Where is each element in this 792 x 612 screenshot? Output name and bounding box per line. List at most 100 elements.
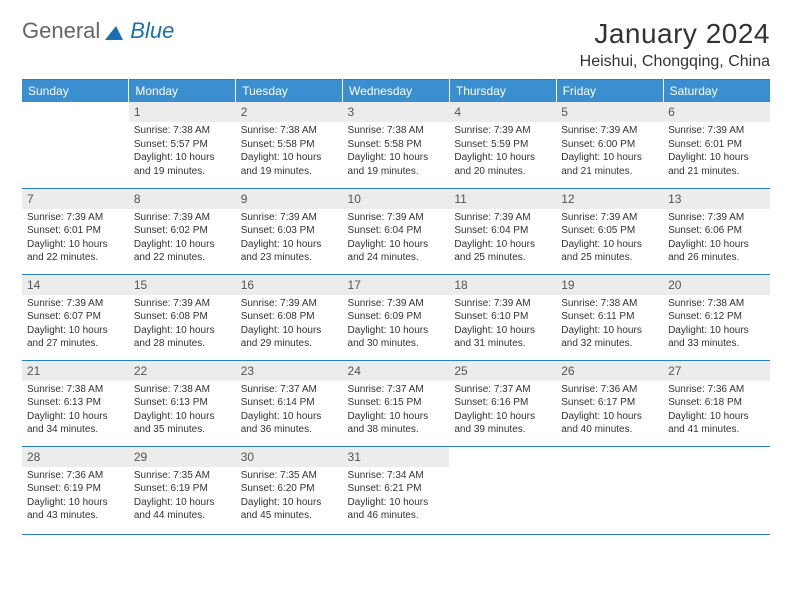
sunset-line: Sunset: 5:58 PM [348, 138, 445, 152]
sunset-line: Sunset: 6:19 PM [134, 482, 231, 496]
calendar-cell: 14Sunrise: 7:39 AMSunset: 6:07 PMDayligh… [22, 274, 129, 360]
sunset-line: Sunset: 6:18 PM [668, 396, 765, 410]
sunset-line: Sunset: 6:08 PM [134, 310, 231, 324]
daylight-line: Daylight: 10 hours and 36 minutes. [241, 410, 338, 437]
sunrise-line: Sunrise: 7:36 AM [668, 383, 765, 397]
day-info: Sunrise: 7:36 AMSunset: 6:19 PMDaylight:… [22, 467, 129, 527]
daylight-line: Daylight: 10 hours and 24 minutes. [348, 238, 445, 265]
daylight-line: Daylight: 10 hours and 38 minutes. [348, 410, 445, 437]
daylight-line: Daylight: 10 hours and 22 minutes. [134, 238, 231, 265]
calendar-cell: 12Sunrise: 7:39 AMSunset: 6:05 PMDayligh… [556, 188, 663, 274]
title-block: January 2024 Heishui, Chongqing, China [580, 18, 770, 71]
day-info: Sunrise: 7:36 AMSunset: 6:18 PMDaylight:… [663, 381, 770, 441]
sunrise-line: Sunrise: 7:37 AM [348, 383, 445, 397]
daylight-line: Daylight: 10 hours and 20 minutes. [454, 151, 551, 178]
calendar-row: 14Sunrise: 7:39 AMSunset: 6:07 PMDayligh… [22, 274, 770, 360]
calendar-cell: 25Sunrise: 7:37 AMSunset: 6:16 PMDayligh… [449, 360, 556, 446]
day-number: 7 [22, 189, 129, 209]
sunset-line: Sunset: 5:58 PM [241, 138, 338, 152]
sunset-line: Sunset: 6:01 PM [668, 138, 765, 152]
day-info: Sunrise: 7:37 AMSunset: 6:14 PMDaylight:… [236, 381, 343, 441]
weekday-header: Friday [556, 80, 663, 103]
logo-triangle-icon [105, 22, 127, 40]
calendar-cell: 3Sunrise: 7:38 AMSunset: 5:58 PMDaylight… [343, 102, 450, 188]
location: Heishui, Chongqing, China [580, 53, 770, 71]
logo: General Blue [22, 18, 174, 44]
day-info: Sunrise: 7:39 AMSunset: 6:08 PMDaylight:… [129, 295, 236, 355]
weekday-header: Monday [129, 80, 236, 103]
day-info: Sunrise: 7:39 AMSunset: 6:06 PMDaylight:… [663, 209, 770, 269]
day-number: 24 [343, 361, 450, 381]
calendar-cell: 23Sunrise: 7:37 AMSunset: 6:14 PMDayligh… [236, 360, 343, 446]
calendar-cell: 10Sunrise: 7:39 AMSunset: 6:04 PMDayligh… [343, 188, 450, 274]
sunset-line: Sunset: 6:08 PM [241, 310, 338, 324]
daylight-line: Daylight: 10 hours and 29 minutes. [241, 324, 338, 351]
daylight-line: Daylight: 10 hours and 25 minutes. [454, 238, 551, 265]
sunset-line: Sunset: 6:17 PM [561, 396, 658, 410]
calendar-cell: 4Sunrise: 7:39 AMSunset: 5:59 PMDaylight… [449, 102, 556, 188]
day-number: 3 [343, 102, 450, 122]
calendar-cell: 5Sunrise: 7:39 AMSunset: 6:00 PMDaylight… [556, 102, 663, 188]
day-info: Sunrise: 7:37 AMSunset: 6:16 PMDaylight:… [449, 381, 556, 441]
day-number: 21 [22, 361, 129, 381]
sunrise-line: Sunrise: 7:38 AM [241, 124, 338, 138]
day-number: 20 [663, 275, 770, 295]
sunrise-line: Sunrise: 7:39 AM [561, 211, 658, 225]
day-info: Sunrise: 7:39 AMSunset: 6:09 PMDaylight:… [343, 295, 450, 355]
calendar-cell: 21Sunrise: 7:38 AMSunset: 6:13 PMDayligh… [22, 360, 129, 446]
daylight-line: Daylight: 10 hours and 19 minutes. [241, 151, 338, 178]
calendar-cell: .. [22, 102, 129, 188]
daylight-line: Daylight: 10 hours and 39 minutes. [454, 410, 551, 437]
sunset-line: Sunset: 6:05 PM [561, 224, 658, 238]
daylight-line: Daylight: 10 hours and 41 minutes. [668, 410, 765, 437]
daylight-line: Daylight: 10 hours and 44 minutes. [134, 496, 231, 523]
day-info: Sunrise: 7:34 AMSunset: 6:21 PMDaylight:… [343, 467, 450, 527]
day-number: 10 [343, 189, 450, 209]
weekday-header: Wednesday [343, 80, 450, 103]
calendar-cell: 18Sunrise: 7:39 AMSunset: 6:10 PMDayligh… [449, 274, 556, 360]
weekday-header: Sunday [22, 80, 129, 103]
calendar-cell: 28Sunrise: 7:36 AMSunset: 6:19 PMDayligh… [22, 446, 129, 534]
calendar-cell: 9Sunrise: 7:39 AMSunset: 6:03 PMDaylight… [236, 188, 343, 274]
sunrise-line: Sunrise: 7:36 AM [27, 469, 124, 483]
day-number: 25 [449, 361, 556, 381]
day-info: Sunrise: 7:39 AMSunset: 5:59 PMDaylight:… [449, 122, 556, 182]
sunset-line: Sunset: 6:19 PM [27, 482, 124, 496]
daylight-line: Daylight: 10 hours and 45 minutes. [241, 496, 338, 523]
header: General Blue January 2024 Heishui, Chong… [22, 18, 770, 71]
calendar-row: 21Sunrise: 7:38 AMSunset: 6:13 PMDayligh… [22, 360, 770, 446]
daylight-line: Daylight: 10 hours and 34 minutes. [27, 410, 124, 437]
daylight-line: Daylight: 10 hours and 21 minutes. [561, 151, 658, 178]
calendar-cell: .. [449, 446, 556, 534]
day-info: Sunrise: 7:39 AMSunset: 6:03 PMDaylight:… [236, 209, 343, 269]
day-number: 14 [22, 275, 129, 295]
day-info: Sunrise: 7:38 AMSunset: 6:13 PMDaylight:… [129, 381, 236, 441]
day-info: Sunrise: 7:39 AMSunset: 6:08 PMDaylight:… [236, 295, 343, 355]
daylight-line: Daylight: 10 hours and 40 minutes. [561, 410, 658, 437]
sunset-line: Sunset: 5:57 PM [134, 138, 231, 152]
calendar-cell: 31Sunrise: 7:34 AMSunset: 6:21 PMDayligh… [343, 446, 450, 534]
sunrise-line: Sunrise: 7:39 AM [27, 211, 124, 225]
daylight-line: Daylight: 10 hours and 22 minutes. [27, 238, 124, 265]
sunset-line: Sunset: 5:59 PM [454, 138, 551, 152]
day-info: Sunrise: 7:39 AMSunset: 6:00 PMDaylight:… [556, 122, 663, 182]
calendar-cell: 30Sunrise: 7:35 AMSunset: 6:20 PMDayligh… [236, 446, 343, 534]
daylight-line: Daylight: 10 hours and 25 minutes. [561, 238, 658, 265]
calendar-table: SundayMondayTuesdayWednesdayThursdayFrid… [22, 79, 770, 535]
sunset-line: Sunset: 6:00 PM [561, 138, 658, 152]
day-info: Sunrise: 7:39 AMSunset: 6:01 PMDaylight:… [663, 122, 770, 182]
day-info: Sunrise: 7:35 AMSunset: 6:20 PMDaylight:… [236, 467, 343, 527]
calendar-cell: 22Sunrise: 7:38 AMSunset: 6:13 PMDayligh… [129, 360, 236, 446]
day-number: 8 [129, 189, 236, 209]
month-title: January 2024 [580, 18, 770, 50]
day-info: Sunrise: 7:38 AMSunset: 5:57 PMDaylight:… [129, 122, 236, 182]
calendar-cell: 29Sunrise: 7:35 AMSunset: 6:19 PMDayligh… [129, 446, 236, 534]
sunset-line: Sunset: 6:06 PM [668, 224, 765, 238]
calendar-cell: 17Sunrise: 7:39 AMSunset: 6:09 PMDayligh… [343, 274, 450, 360]
day-info: Sunrise: 7:39 AMSunset: 6:04 PMDaylight:… [343, 209, 450, 269]
sunrise-line: Sunrise: 7:38 AM [27, 383, 124, 397]
day-info: Sunrise: 7:39 AMSunset: 6:02 PMDaylight:… [129, 209, 236, 269]
weekday-header: Saturday [663, 80, 770, 103]
sunset-line: Sunset: 6:09 PM [348, 310, 445, 324]
day-number: 16 [236, 275, 343, 295]
